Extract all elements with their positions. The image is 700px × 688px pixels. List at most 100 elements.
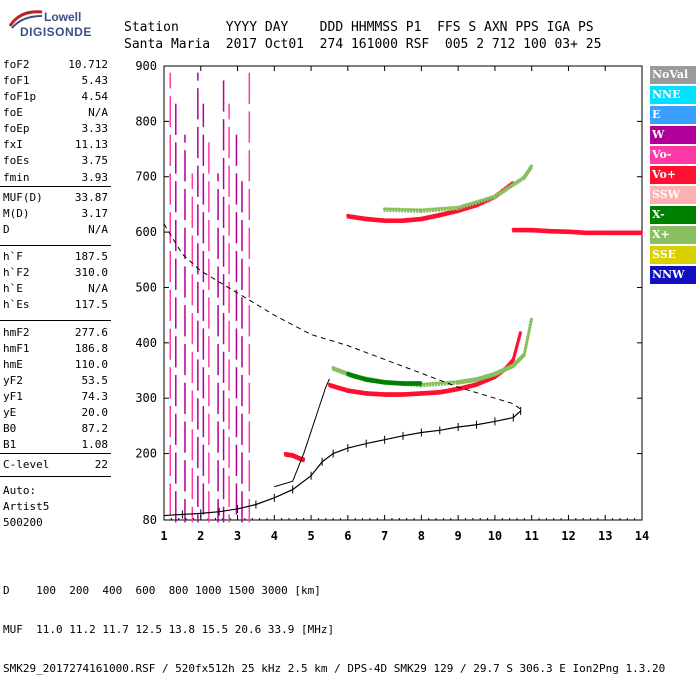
interference-mark [197,374,199,383]
interference-mark [228,343,230,352]
interference-mark [202,305,205,314]
interference-mark [202,390,205,399]
echo-point [488,195,493,200]
echo-point [440,381,444,385]
interference-mark [248,266,251,275]
interference-mark [241,320,243,329]
interference-mark [208,312,210,321]
interference-mark [175,219,177,228]
interference-mark [208,467,210,476]
interference-mark [241,390,243,399]
interference-mark [202,421,205,430]
echo-point [515,349,518,352]
interference-mark [169,367,172,376]
interference-mark [235,413,238,422]
legend-vo-: Vo+ [650,166,696,184]
echo-point [395,209,398,213]
interference-mark [202,119,205,128]
interference-mark [248,134,251,143]
interference-mark [248,250,251,259]
interference-mark [184,150,186,159]
echo-point [440,383,444,387]
interference-mark [235,181,238,190]
interference-mark [248,80,251,89]
interference-mark [169,219,172,228]
echo-point [509,183,513,187]
interference-mark [169,188,172,197]
interference-mark [169,452,172,461]
interference-mark [235,429,238,438]
echo-point [493,196,497,200]
interference-mark [197,367,199,376]
param-row: foEp 3.33 [3,122,108,136]
interference-mark [241,243,243,252]
interference-mark [241,188,243,197]
echo-point [452,382,455,386]
interference-mark [175,467,177,476]
interference-mark [235,312,238,321]
polarization-legend: NoVal NNE E W Vo- Vo+ SSW X- X+ SSE NNW [650,66,696,286]
interference-mark [197,258,199,267]
param-value: N/A [88,282,108,295]
interference-mark [208,188,210,197]
interference-mark [191,219,194,228]
interference-mark [197,250,199,259]
param-label: h`F [3,250,23,263]
interference-mark [235,491,238,500]
interference-mark [241,312,243,321]
legend-sse: SSE [650,246,696,264]
param-value: 1.08 [81,438,109,451]
echo-point [397,207,401,211]
param-label: h`F2 [3,266,30,279]
interference-mark [217,460,219,469]
echo-point [406,210,410,213]
separator [0,186,111,187]
interference-mark [191,297,194,306]
interference-mark [169,336,172,345]
interference-mark [248,429,251,438]
interference-mark [217,483,219,492]
interference-mark [222,475,225,484]
echo-point [426,210,429,213]
interference-mark [222,181,225,190]
interference-mark [175,157,177,166]
interference-mark [197,475,199,484]
interference-mark [217,266,219,275]
interference-mark [208,266,210,275]
echo-point [383,207,387,211]
echo-point [449,206,453,210]
echo-point [468,202,472,206]
interference-mark [222,289,225,298]
interference-mark [208,165,210,174]
echo-point [514,351,517,354]
interference-mark [169,351,172,360]
interference-mark [175,398,177,407]
interference-mark [197,452,199,461]
interference-mark [222,243,225,252]
footer-file: SMK29_2017274161000.RSF / 520fx512h 25 k… [3,662,666,675]
interference-mark [222,336,225,345]
interference-mark [222,119,225,128]
interference-mark [202,266,205,275]
interference-mark [169,72,172,81]
interference-mark [228,452,230,461]
interference-mark [241,514,243,523]
interference-mark [208,506,210,515]
interference-mark [202,328,205,337]
interference-mark [184,173,186,182]
interference-mark [222,250,225,259]
echo-point [431,384,435,387]
interference-mark [184,227,186,236]
interference-mark [222,320,225,329]
echo-point [434,209,438,213]
x-tick-label: 14 [635,529,649,543]
interference-mark [248,398,251,407]
interference-mark [184,320,186,329]
interference-mark [235,328,238,337]
interference-mark [235,250,238,259]
interference-mark [248,367,251,376]
echo-point [485,196,490,200]
interference-mark [184,382,186,391]
interference-mark [175,227,177,236]
interference-mark [222,351,225,360]
